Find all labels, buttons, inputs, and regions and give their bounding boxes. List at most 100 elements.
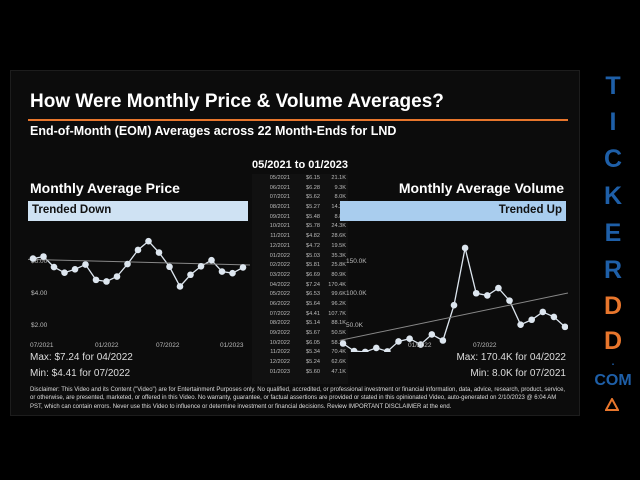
price-cell: $6.69: [306, 271, 320, 278]
month-cell: 09/2021: [269, 213, 290, 220]
x-tick-label: 07/2021: [30, 342, 54, 349]
data-point: [82, 261, 89, 268]
month-cell: 01/2023: [269, 368, 290, 375]
volume-cell: 21.1K: [331, 175, 346, 181]
month-cell: 08/2021: [269, 204, 290, 211]
month-cell: 05/2021: [269, 175, 290, 181]
data-point: [406, 335, 413, 342]
table-row: 04/2022 $7.24 170.4K: [252, 281, 348, 291]
table-row: 09/2021$5.488.8K: [252, 213, 348, 223]
price-chart: $2.00 $4.00 $6.00 07/2021 01/2022 07/2022 01/2…: [28, 237, 250, 349]
logo-letter: T: [605, 72, 621, 100]
table-row: 07/2021 $5.62 8.0K: [252, 193, 348, 203]
data-point: [50, 263, 58, 271]
x-tick-label: 01/2023: [220, 342, 244, 349]
page-title: How Were Monthly Price & Volume Averages…: [30, 91, 444, 112]
volume-min: Min: 8.0K for 07/2021: [470, 368, 566, 379]
volume-cell: 107.7K: [328, 310, 346, 317]
volume-cell: 47.1K: [331, 368, 346, 375]
month-cell: 12/2021: [269, 242, 290, 249]
data-point: [450, 301, 458, 309]
data-point: [439, 337, 447, 344]
disclaimer: Disclaimer: This Video and its Content (…: [30, 387, 566, 410]
month-cell: 06/2021: [269, 184, 290, 191]
price-cell: $5.60: [306, 368, 320, 375]
price-cell: $5.34: [306, 349, 320, 356]
data-point: [550, 313, 558, 321]
table-row: 11/2021 $4.82 28.6K: [252, 232, 348, 242]
logo-letter: D: [603, 327, 623, 355]
volume-chart-title: Monthly Average Volume: [398, 180, 564, 196]
month-cell: 11/2021: [270, 233, 290, 240]
logo-letter: C: [603, 145, 623, 173]
price-cell: $5.03: [306, 252, 320, 259]
data-point: [124, 260, 131, 268]
price-cell: $5.27: [306, 204, 320, 211]
table-row: 03/2022 $6.69 80.9K: [252, 271, 348, 281]
volume-cell: 35.3K: [331, 252, 346, 259]
data-point: [506, 297, 513, 304]
data-point: [218, 268, 226, 275]
table-row: 05/2021 $6.15 21.1K: [252, 174, 348, 184]
x-tick-label: 07/2022: [156, 342, 180, 349]
data-point: [103, 278, 110, 285]
month-cell: 01/2022: [269, 252, 290, 259]
data-point: [176, 283, 184, 290]
series-line: [342, 247, 566, 352]
data-point: [495, 284, 502, 292]
data-point: [61, 269, 68, 276]
volume-cell: 80.9K: [331, 271, 346, 278]
data-point: [484, 292, 491, 299]
data-point: [166, 263, 173, 271]
data-point: [395, 338, 402, 345]
volume-cell: 25.8K: [331, 262, 346, 269]
price-cell: $5.64: [306, 300, 320, 307]
table-row: 10/2021 $5.78 24.3K: [252, 222, 348, 232]
price-cell: $5.48: [306, 213, 320, 220]
table-row: 06/2021 $6.28 9.3K: [252, 184, 348, 194]
data-point: [517, 321, 524, 328]
data-point: [340, 340, 347, 347]
month-cell: 02/2022: [269, 262, 290, 269]
volume-cell: 96.2K: [331, 300, 346, 307]
table-row: 06/2022 $5.64 96.2K: [252, 300, 348, 310]
table-row: 11/2022 $5.34 70.4K: [252, 348, 348, 358]
table-row: 08/2022 $5.14 88.1K: [252, 319, 348, 329]
data-point: [350, 347, 358, 352]
table-row: 02/2022 $5.81 25.8K: [252, 261, 348, 271]
data-point: [373, 344, 380, 352]
data-point: [528, 316, 535, 324]
table-row: 01/2022 $5.03 35.3K: [252, 252, 348, 262]
price-trend-badge: Trended Down: [28, 201, 248, 221]
data-point: [92, 276, 100, 284]
volume-cell: 58.2K: [331, 339, 346, 346]
data-point: [472, 289, 480, 297]
month-cell: 05/2022: [269, 291, 290, 298]
logo-letter: I: [609, 108, 617, 136]
data-point: [40, 253, 47, 260]
volume-cell: 50.5K: [331, 330, 346, 336]
data-point: [145, 237, 152, 245]
price-cell: $5.14: [306, 320, 320, 327]
volume-trend-badge: Trended Up: [340, 201, 566, 221]
logo-dot: .: [611, 357, 615, 368]
y-tick-label: 150.0K: [346, 258, 367, 265]
month-cell: 03/2022: [269, 271, 290, 278]
data-point: [417, 341, 424, 348]
price-chart-title: Monthly Average Price: [30, 180, 180, 196]
data-point: [197, 262, 205, 270]
price-cell: $5.81: [306, 262, 320, 269]
y-tick-label: $4.00: [31, 290, 48, 297]
x-tick-label: 01/2022: [95, 342, 119, 349]
trend-line: [340, 292, 568, 341]
price-cell: $6.15: [306, 175, 320, 181]
trend-line: [28, 258, 250, 266]
logo-letter: R: [603, 256, 623, 284]
month-cell: 10/2022: [269, 339, 290, 346]
price-max: Max: $7.24 for 04/2022: [30, 352, 133, 363]
price-cell: $4.72: [306, 242, 320, 249]
volume-cell: 28.6K: [331, 233, 346, 240]
data-point: [155, 249, 163, 256]
table-row: 08/2021 $5.27 14.2K: [252, 203, 348, 213]
data-point: [384, 348, 391, 352]
